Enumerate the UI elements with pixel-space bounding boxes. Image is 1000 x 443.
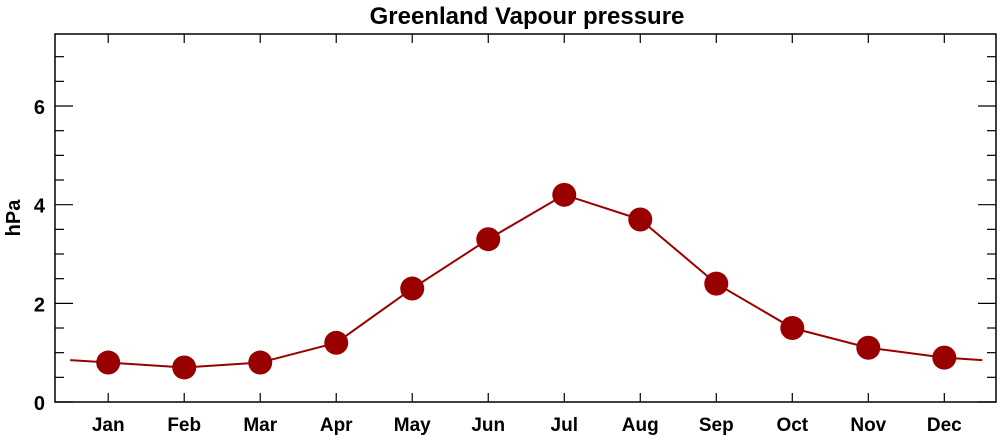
- series-line: [70, 193, 983, 369]
- data-point-aug: [628, 207, 653, 232]
- data-point-feb: [172, 355, 197, 380]
- x-tick-label: Dec: [927, 415, 962, 436]
- y-tick-label: 4: [34, 196, 46, 218]
- x-tick-label: Apr: [320, 415, 353, 436]
- y-tick-label: 6: [34, 97, 45, 119]
- y-tick-label: 0: [34, 393, 45, 415]
- data-point-mar: [248, 350, 273, 375]
- data-point-dec: [932, 345, 957, 370]
- data-point-oct: [780, 316, 805, 341]
- x-tick-label: Feb: [167, 415, 201, 436]
- x-tick-label: Aug: [622, 415, 659, 436]
- data-point-sep: [704, 271, 729, 296]
- plot-frame: [54, 33, 997, 403]
- data-point-jun: [476, 227, 501, 252]
- data-point-apr: [324, 330, 349, 355]
- data-point-may: [400, 276, 425, 301]
- x-tick-label: Jun: [471, 415, 505, 436]
- y-tick-label: 2: [34, 294, 45, 316]
- x-tick-label: May: [394, 415, 431, 436]
- data-point-jul: [552, 182, 577, 207]
- x-tick-label: Sep: [699, 415, 734, 436]
- data-point-jan: [96, 350, 121, 375]
- x-tick-label: Mar: [243, 415, 277, 436]
- x-tick-label: Jul: [551, 415, 578, 436]
- y-axis-label: hPa: [3, 199, 25, 237]
- x-tick-label: Jan: [92, 415, 125, 436]
- chart-title: Greenland Vapour pressure: [370, 3, 685, 30]
- x-tick-label: Nov: [850, 415, 886, 436]
- x-tick-label: Oct: [776, 415, 808, 436]
- data-point-nov: [856, 335, 881, 360]
